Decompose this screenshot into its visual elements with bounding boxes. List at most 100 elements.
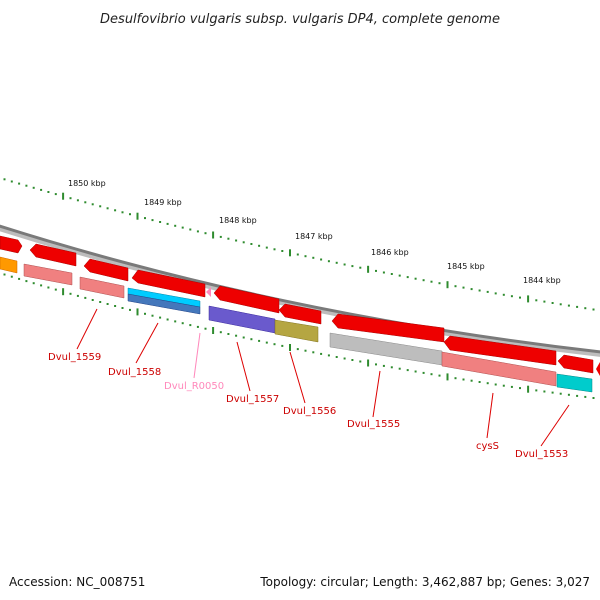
minor-tick bbox=[438, 374, 441, 377]
gene-bar[interactable] bbox=[274, 319, 319, 343]
leader-line bbox=[372, 370, 381, 418]
minor-tick bbox=[343, 357, 346, 360]
minor-tick bbox=[382, 364, 385, 367]
gene-arrow[interactable] bbox=[29, 243, 77, 267]
minor-tick bbox=[54, 288, 57, 291]
gene-bar[interactable] bbox=[441, 351, 557, 387]
minor-tick bbox=[592, 308, 595, 311]
major-tick bbox=[212, 327, 215, 334]
gene-arrow[interactable] bbox=[213, 285, 280, 314]
gene-bar[interactable] bbox=[79, 276, 125, 299]
leader-line bbox=[289, 351, 306, 404]
gene-arrow[interactable] bbox=[131, 269, 206, 298]
minor-tick bbox=[519, 296, 521, 299]
minor-tick bbox=[40, 284, 43, 287]
minor-tick bbox=[327, 354, 330, 357]
gene-arrow[interactable] bbox=[83, 258, 129, 282]
minor-tick bbox=[174, 224, 177, 227]
minor-tick bbox=[559, 392, 562, 395]
minor-tick bbox=[304, 349, 307, 352]
major-tick bbox=[212, 231, 215, 239]
tick-label-1846: 1846 kbp bbox=[371, 248, 409, 257]
minor-tick bbox=[462, 378, 465, 381]
minor-tick bbox=[219, 235, 222, 238]
minor-tick bbox=[438, 282, 441, 285]
label-leaders bbox=[76, 308, 570, 447]
minor-tick bbox=[32, 282, 35, 285]
gene-label[interactable]: Dvul_1559 bbox=[48, 352, 101, 363]
major-tick bbox=[446, 281, 449, 289]
minor-tick bbox=[422, 279, 425, 282]
gene-label[interactable]: Dvul_1558 bbox=[108, 367, 161, 378]
gene-label[interactable]: Dvul_1556 bbox=[283, 406, 336, 417]
leader-line bbox=[193, 332, 201, 379]
minor-tick bbox=[414, 370, 417, 373]
major-tick bbox=[446, 373, 449, 381]
gene-arrow[interactable] bbox=[557, 354, 594, 374]
minor-tick bbox=[250, 243, 253, 245]
minor-tick bbox=[84, 296, 87, 299]
minor-tick bbox=[559, 303, 562, 306]
minor-tick bbox=[181, 322, 184, 325]
gene-bar[interactable] bbox=[127, 293, 201, 315]
minor-tick bbox=[242, 241, 245, 244]
minor-tick bbox=[320, 352, 323, 355]
minor-tick bbox=[343, 263, 346, 266]
minor-tick bbox=[510, 295, 513, 298]
minor-tick bbox=[335, 356, 338, 358]
minor-tick bbox=[47, 191, 50, 193]
major-tick bbox=[367, 265, 370, 273]
minor-tick bbox=[121, 307, 124, 309]
minor-tick bbox=[258, 244, 261, 247]
gene-arrow[interactable] bbox=[331, 313, 445, 343]
minor-tick bbox=[273, 248, 276, 251]
major-tick bbox=[136, 212, 139, 220]
rna-marker[interactable] bbox=[206, 287, 211, 297]
summary-text: Topology: circular; Length: 3,462,887 bp… bbox=[259, 575, 590, 589]
minor-tick bbox=[335, 261, 338, 264]
minor-tick bbox=[144, 312, 146, 315]
major-tick bbox=[527, 385, 530, 393]
minor-tick bbox=[166, 318, 169, 321]
gene-arrow[interactable] bbox=[596, 362, 600, 376]
minor-tick bbox=[3, 273, 6, 276]
minor-tick bbox=[312, 256, 315, 259]
major-tick bbox=[289, 344, 291, 351]
gene-arrow[interactable] bbox=[0, 235, 23, 254]
minor-tick bbox=[486, 290, 489, 293]
gene-label[interactable]: Dvul_1557 bbox=[226, 394, 279, 405]
gene-label[interactable]: Dvul_1555 bbox=[347, 419, 400, 430]
major-tick bbox=[289, 249, 291, 257]
minor-tick bbox=[250, 338, 253, 341]
minor-tick bbox=[486, 382, 489, 385]
gene-arrow[interactable] bbox=[278, 303, 322, 325]
map-title: Desulfovibrio vulgaris subsp. vulgaris D… bbox=[100, 12, 500, 27]
gene-bar[interactable] bbox=[23, 263, 73, 286]
minor-tick bbox=[543, 300, 546, 303]
gene-label[interactable]: Dvul_R0050 bbox=[164, 381, 224, 392]
minor-tick bbox=[219, 331, 222, 334]
minor-tick bbox=[406, 369, 409, 372]
minor-tick bbox=[359, 266, 362, 269]
major-tick bbox=[367, 359, 370, 367]
leader-line bbox=[76, 308, 98, 350]
tick-label-1848: 1848 kbp bbox=[219, 216, 257, 225]
major-tick bbox=[527, 295, 530, 303]
gene-arrow[interactable] bbox=[443, 335, 557, 366]
minor-tick bbox=[121, 211, 124, 214]
gene-label[interactable]: cysS bbox=[476, 441, 499, 452]
gene-bar[interactable] bbox=[556, 373, 593, 393]
minor-tick bbox=[470, 288, 473, 291]
minor-tick bbox=[106, 207, 109, 210]
minor-tick bbox=[196, 325, 199, 328]
gene-bar[interactable] bbox=[0, 256, 18, 274]
minor-tick bbox=[478, 289, 481, 292]
minor-tick bbox=[567, 304, 570, 307]
tick-track bbox=[3, 178, 595, 311]
minor-tick bbox=[304, 255, 307, 258]
gene-label[interactable]: Dvul_1553 bbox=[515, 449, 568, 460]
minor-tick bbox=[189, 228, 192, 231]
minor-tick bbox=[398, 367, 401, 370]
minor-tick bbox=[10, 180, 13, 183]
minor-tick bbox=[510, 385, 513, 388]
